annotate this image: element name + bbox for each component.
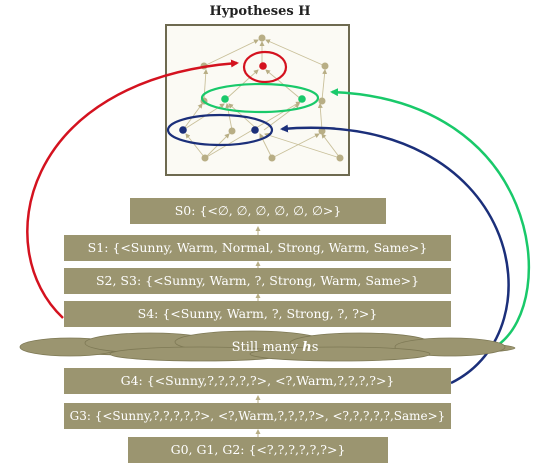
- cloud-label-emph: h: [302, 340, 312, 355]
- general-boundary-g4: G4: {<Sunny,?,?,?,?,?>, <?,Warm,?,?,?,?>…: [64, 368, 451, 394]
- lattice-node-blue: [251, 126, 259, 134]
- lattice-node: [201, 154, 209, 162]
- cloud-label-suffix: s: [311, 340, 319, 355]
- lattice-node-blue: [179, 126, 187, 134]
- lattice-node-green: [298, 95, 306, 103]
- lattice-node-green: [221, 95, 229, 103]
- arrow-green: [330, 88, 531, 347]
- lattice-node: [228, 127, 236, 135]
- lattice-node: [258, 34, 266, 42]
- highlight-ellipse-red: [242, 50, 288, 84]
- highlight-ellipse-green: [200, 82, 320, 114]
- highlight-ellipse-blue: [166, 113, 274, 147]
- lattice-node: [268, 154, 276, 162]
- lattice-node: [336, 154, 344, 162]
- lattice-node: [321, 62, 329, 70]
- diagram-title: Hypotheses H: [209, 4, 311, 19]
- specific-boundary-s4: S4: {<Sunny, Warm, ?, Strong, ?, ?>}: [64, 301, 451, 327]
- lattice-node-red: [259, 62, 267, 70]
- specific-boundary-s0: S0: {<∅, ∅, ∅, ∅, ∅, ∅>}: [130, 198, 386, 224]
- cloud-shape: [19, 330, 516, 362]
- general-boundary-g0-g1-g2: G0, G1, G2: {<?,?,?,?,?,?>}: [128, 437, 388, 463]
- general-boundary-g3: G3: {<Sunny,?,?,?,?,?>, <?,Warm,?,?,?,?>…: [64, 403, 451, 429]
- specific-boundary-s1: S1: {<Sunny, Warm, Normal, Strong, Warm,…: [64, 235, 451, 261]
- cloud-label-prefix: Still many: [231, 340, 303, 355]
- arrow-red: [26, 59, 239, 319]
- cloud-label: Still many hs: [150, 340, 400, 356]
- lattice-node: [318, 97, 326, 105]
- specific-boundary-s2-s3: S2, S3: {<Sunny, Warm, ?, Strong, Warm, …: [64, 268, 451, 294]
